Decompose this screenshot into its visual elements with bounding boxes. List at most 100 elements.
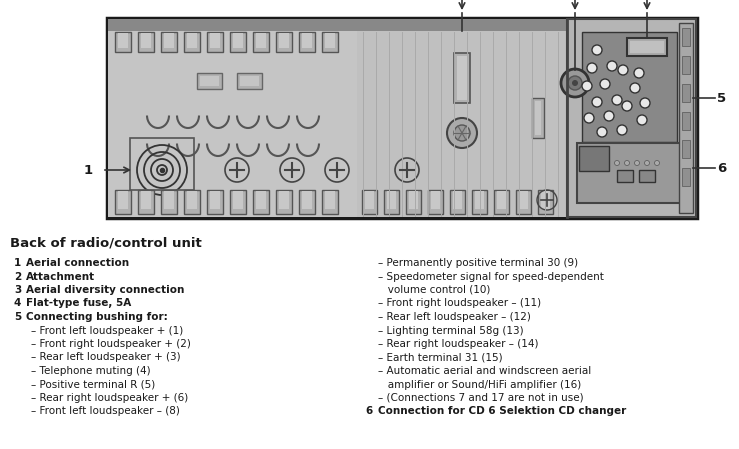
Bar <box>187 33 197 48</box>
Bar <box>532 98 544 138</box>
Text: – Earth terminal 31 (15): – Earth terminal 31 (15) <box>378 352 503 362</box>
Text: – Automatic aerial and windscreen aerial: – Automatic aerial and windscreen aerial <box>378 366 591 376</box>
Bar <box>279 33 289 48</box>
Text: Attachment: Attachment <box>26 272 95 282</box>
Circle shape <box>600 79 610 89</box>
Bar <box>409 191 418 209</box>
Text: – Positive terminal R (5): – Positive terminal R (5) <box>31 379 155 389</box>
Bar <box>682 168 690 186</box>
Bar <box>108 19 696 31</box>
Circle shape <box>634 68 644 78</box>
Bar <box>299 32 315 52</box>
Bar <box>357 31 567 217</box>
Bar <box>577 143 685 203</box>
Bar <box>187 191 197 209</box>
Bar <box>454 53 470 103</box>
Circle shape <box>612 95 622 105</box>
Bar <box>516 190 531 214</box>
Text: – Front left loudspeaker + (1): – Front left loudspeaker + (1) <box>31 326 183 335</box>
Bar <box>325 33 335 48</box>
Text: 2: 2 <box>14 272 21 282</box>
Circle shape <box>622 101 632 111</box>
Text: – Rear left loudspeaker – (12): – Rear left loudspeaker – (12) <box>378 312 531 322</box>
Bar <box>164 191 174 209</box>
Bar <box>627 38 667 56</box>
Circle shape <box>568 76 582 90</box>
Bar <box>406 190 421 214</box>
Circle shape <box>584 113 594 123</box>
Bar <box>322 32 338 52</box>
Circle shape <box>592 97 602 107</box>
Circle shape <box>644 160 650 166</box>
Bar <box>256 191 266 209</box>
Bar <box>130 138 194 190</box>
Circle shape <box>572 80 578 86</box>
Text: Aerial connection: Aerial connection <box>26 258 129 268</box>
Bar <box>253 32 269 52</box>
Bar <box>579 146 609 171</box>
Bar <box>200 76 219 86</box>
Text: 4: 4 <box>14 299 21 308</box>
Bar <box>197 73 222 89</box>
Circle shape <box>618 65 628 75</box>
Circle shape <box>655 160 659 166</box>
Bar <box>302 33 312 48</box>
Text: 6: 6 <box>717 162 726 175</box>
Bar <box>240 76 259 86</box>
Text: amplifier or Sound/HiFi amplifier (16): amplifier or Sound/HiFi amplifier (16) <box>378 379 582 389</box>
Text: – Rear right loudspeaker + (6): – Rear right loudspeaker + (6) <box>31 393 188 403</box>
Bar <box>365 191 374 209</box>
Text: Connecting bushing for:: Connecting bushing for: <box>26 312 168 322</box>
Bar <box>387 191 396 209</box>
Text: Aerial diversity connection: Aerial diversity connection <box>26 285 184 295</box>
Bar <box>164 33 174 48</box>
Text: – Rear left loudspeaker + (3): – Rear left loudspeaker + (3) <box>31 352 180 362</box>
Bar <box>207 190 223 214</box>
Bar <box>384 190 399 214</box>
Bar <box>519 191 528 209</box>
Bar <box>138 32 154 52</box>
Circle shape <box>640 98 650 108</box>
Bar <box>322 190 338 214</box>
Bar <box>630 41 664 53</box>
Bar <box>141 33 151 48</box>
Bar <box>679 23 693 213</box>
Bar <box>299 190 315 214</box>
Bar <box>582 32 677 142</box>
Bar <box>115 32 131 52</box>
Circle shape <box>607 61 617 71</box>
Bar <box>538 190 553 214</box>
Circle shape <box>447 118 477 148</box>
Bar <box>472 190 487 214</box>
Bar <box>184 190 200 214</box>
Circle shape <box>630 83 640 93</box>
Bar <box>141 191 151 209</box>
Text: Flat-type fuse, 5A: Flat-type fuse, 5A <box>26 299 132 308</box>
Text: – Front right loudspeaker + (2): – Front right loudspeaker + (2) <box>31 339 191 349</box>
Circle shape <box>604 111 614 121</box>
Text: 5: 5 <box>14 312 21 322</box>
Bar <box>682 84 690 102</box>
Bar <box>362 190 377 214</box>
Bar <box>450 190 465 214</box>
Text: Back of radio/control unit: Back of radio/control unit <box>10 236 202 249</box>
Bar <box>457 56 467 100</box>
Text: – Lighting terminal 58g (13): – Lighting terminal 58g (13) <box>378 326 524 335</box>
Circle shape <box>454 125 470 141</box>
Text: Connection for CD 6 Selektion CD changer: Connection for CD 6 Selektion CD changer <box>378 406 626 417</box>
Bar <box>453 191 462 209</box>
Circle shape <box>597 127 607 137</box>
Bar <box>107 18 697 218</box>
Bar <box>431 191 440 209</box>
Text: volume control (10): volume control (10) <box>378 285 491 295</box>
Circle shape <box>624 160 630 166</box>
Bar <box>230 190 246 214</box>
Bar <box>256 33 266 48</box>
Bar <box>253 190 269 214</box>
Circle shape <box>615 160 619 166</box>
Text: – Telephone muting (4): – Telephone muting (4) <box>31 366 151 376</box>
Bar <box>276 190 292 214</box>
Text: – Front right loudspeaker – (11): – Front right loudspeaker – (11) <box>378 299 541 308</box>
Text: – Speedometer signal for speed-dependent: – Speedometer signal for speed-dependent <box>378 272 604 282</box>
Bar <box>535 101 541 135</box>
